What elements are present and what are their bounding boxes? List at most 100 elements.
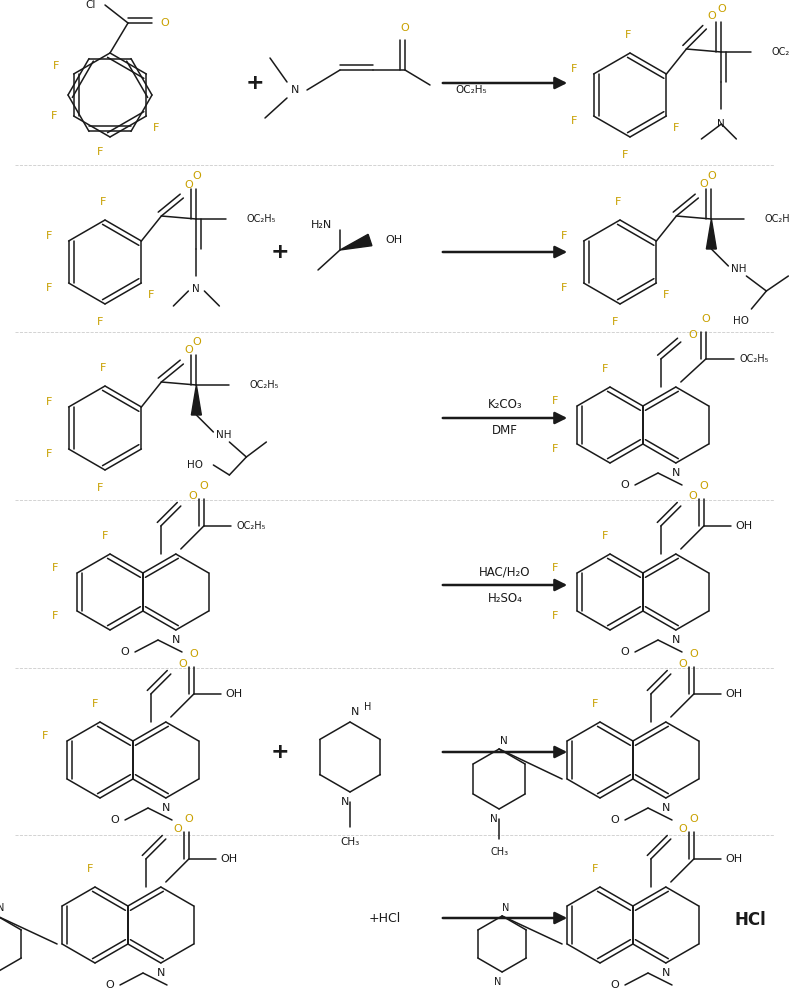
Text: OH: OH (725, 689, 742, 699)
Text: O: O (106, 980, 114, 990)
Text: O: O (161, 18, 170, 28)
Polygon shape (192, 385, 201, 415)
Text: O: O (174, 824, 182, 834)
Text: N: N (500, 736, 508, 746)
Text: N: N (291, 85, 299, 95)
Text: F: F (97, 317, 103, 327)
Text: HAC/H₂O: HAC/H₂O (479, 566, 531, 578)
Text: F: F (46, 397, 52, 407)
Text: OC₂H₅: OC₂H₅ (765, 214, 789, 224)
Text: O: O (690, 814, 698, 824)
Text: O: O (621, 647, 630, 657)
Text: O: O (189, 491, 197, 501)
Text: OC₂H₅: OC₂H₅ (455, 85, 487, 95)
Text: O: O (611, 815, 619, 825)
Text: F: F (552, 611, 559, 621)
Text: O: O (184, 345, 193, 355)
Text: F: F (42, 731, 48, 741)
Text: F: F (92, 699, 98, 709)
Text: N: N (671, 635, 680, 645)
Text: N: N (662, 803, 670, 813)
Text: O: O (699, 179, 708, 189)
Text: OC₂H₅: OC₂H₅ (249, 380, 279, 390)
Text: +HCl: +HCl (369, 912, 401, 924)
Text: F: F (664, 290, 670, 300)
Text: F: F (153, 123, 159, 133)
Text: OC₂H₅: OC₂H₅ (772, 47, 789, 57)
Text: N: N (193, 284, 200, 294)
Text: N: N (351, 707, 359, 717)
Polygon shape (706, 219, 716, 249)
Text: Cl: Cl (86, 0, 96, 10)
Text: O: O (689, 330, 697, 340)
Text: OH: OH (225, 689, 242, 699)
Text: F: F (615, 197, 621, 207)
Text: O: O (185, 814, 193, 824)
Text: F: F (102, 531, 108, 541)
Text: N: N (341, 797, 350, 807)
Text: OH: OH (725, 854, 742, 864)
Text: CH₃: CH₃ (490, 847, 508, 857)
Text: N: N (157, 968, 165, 978)
Text: F: F (592, 699, 598, 709)
Text: O: O (178, 659, 187, 669)
Text: F: F (622, 150, 628, 160)
Text: O: O (707, 11, 716, 21)
Text: F: F (560, 231, 567, 241)
Text: N: N (495, 977, 502, 987)
Text: H₂SO₄: H₂SO₄ (488, 591, 522, 604)
Text: N: N (172, 635, 180, 645)
Text: F: F (52, 611, 58, 621)
Text: F: F (611, 317, 619, 327)
Text: O: O (717, 4, 726, 14)
Text: N: N (162, 803, 170, 813)
Text: F: F (552, 563, 559, 573)
Polygon shape (340, 234, 372, 250)
Text: +: + (271, 742, 290, 762)
Text: F: F (602, 531, 608, 541)
Text: O: O (701, 314, 710, 324)
Text: F: F (97, 147, 103, 157)
Text: O: O (192, 337, 200, 347)
Text: F: F (148, 290, 155, 300)
Text: O: O (189, 649, 198, 659)
Text: CH₃: CH₃ (340, 837, 360, 847)
Text: F: F (570, 64, 577, 74)
Text: NH: NH (731, 264, 746, 274)
Text: F: F (87, 864, 93, 874)
Text: OH: OH (385, 235, 402, 245)
Text: O: O (192, 171, 200, 181)
Text: F: F (592, 864, 598, 874)
Text: F: F (46, 449, 52, 459)
Text: H: H (365, 702, 372, 712)
Text: O: O (200, 481, 208, 491)
Text: N: N (662, 968, 670, 978)
Text: OC₂H₅: OC₂H₅ (739, 354, 768, 364)
Text: O: O (689, 491, 697, 501)
Text: F: F (52, 563, 58, 573)
Text: OH: OH (220, 854, 237, 864)
Text: O: O (401, 23, 409, 33)
Text: HO: HO (187, 460, 204, 470)
Text: O: O (621, 480, 630, 490)
Text: H₂N: H₂N (311, 220, 332, 230)
Text: F: F (100, 197, 107, 207)
Text: O: O (611, 980, 619, 990)
Text: N: N (0, 903, 5, 913)
Text: +: + (271, 242, 290, 262)
Text: N: N (717, 119, 725, 129)
Text: F: F (570, 116, 577, 126)
Text: HO: HO (733, 316, 750, 326)
Text: OC₂H₅: OC₂H₅ (246, 214, 275, 224)
Text: NH: NH (215, 430, 231, 440)
Text: N: N (671, 468, 680, 478)
Text: K₂CO₃: K₂CO₃ (488, 398, 522, 412)
Text: F: F (560, 283, 567, 293)
Text: F: F (46, 283, 52, 293)
Text: DMF: DMF (492, 424, 518, 438)
Text: N: N (503, 903, 510, 913)
Text: O: O (707, 171, 716, 181)
Text: O: O (184, 180, 193, 190)
Text: O: O (121, 647, 129, 657)
Text: F: F (100, 363, 107, 373)
